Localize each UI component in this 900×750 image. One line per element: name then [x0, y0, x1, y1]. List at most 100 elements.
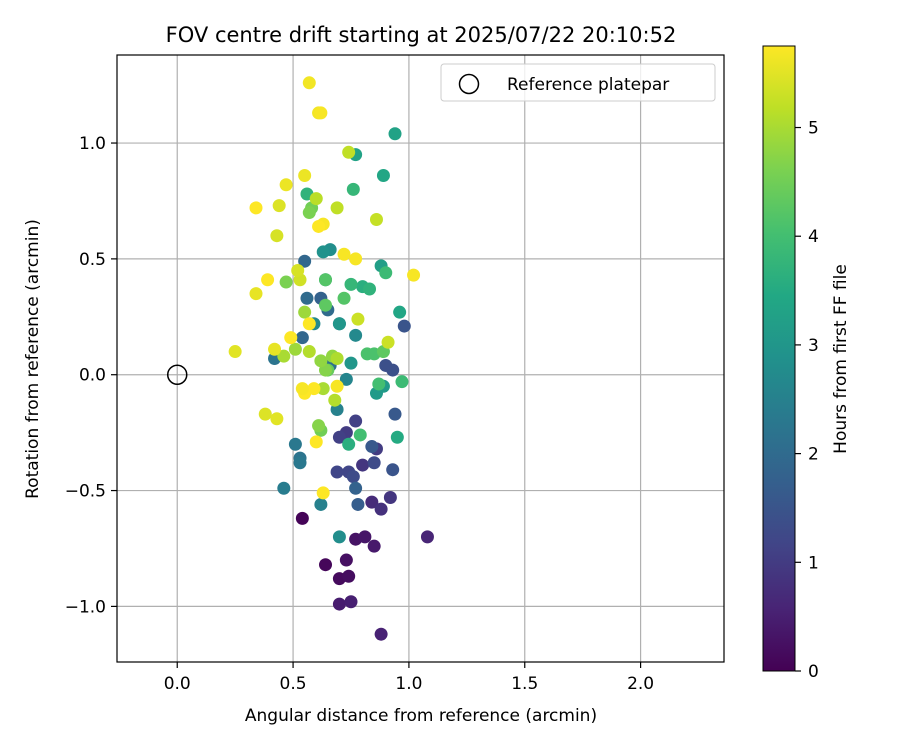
scatter-point [390, 430, 404, 444]
reference-marker [166, 364, 188, 385]
legend-label: Reference platepar [507, 75, 669, 95]
scatter-point [316, 486, 330, 500]
scatter-point [346, 470, 360, 484]
scatter-point [349, 252, 363, 266]
scatter-point [397, 319, 411, 333]
scatter-point [309, 435, 323, 449]
scatter-point [312, 219, 326, 233]
scatter-point [346, 182, 360, 196]
scatter-point [288, 437, 302, 451]
scatter-point [332, 530, 346, 544]
scatter-point [249, 287, 263, 301]
scatter-point [272, 199, 286, 213]
scatter-point [312, 419, 326, 433]
scatter-point [314, 106, 328, 120]
colorbar-ticks: 0 1 2 3 4 5 [795, 119, 819, 682]
scatter-point [395, 375, 409, 389]
scatter-point [337, 247, 351, 261]
scatter-point [298, 168, 312, 182]
colorbar-tick-label: 3 [808, 336, 819, 356]
scatter-point [349, 414, 363, 428]
scatter-point [353, 428, 367, 442]
scatter-point [314, 354, 328, 368]
scatter-point [420, 530, 434, 544]
scatter-point [363, 282, 377, 296]
y-axis-ticks: −1.0 −0.5 0.0 0.5 1.0 [65, 134, 117, 617]
scatter-point [332, 317, 346, 331]
scatter-point [374, 627, 388, 641]
scatter-point [328, 393, 342, 407]
scatter-point [393, 305, 407, 319]
scatter-point [372, 377, 386, 391]
scatter-point [314, 497, 328, 511]
scatter-point [332, 597, 346, 611]
scatter-point [365, 495, 379, 509]
scatter-point [374, 502, 388, 516]
scatter-point [367, 456, 381, 470]
scatter-point [369, 212, 383, 226]
scatter-point [277, 481, 291, 495]
scatter-point [339, 553, 353, 567]
y-tick-label: 0.5 [79, 250, 106, 270]
scatter-point [339, 372, 353, 386]
scatter-point [316, 382, 330, 396]
scatter-point [349, 481, 363, 495]
scatter-point [291, 263, 305, 277]
scatter-point [270, 412, 284, 426]
colorbar-tick-label: 2 [808, 445, 819, 465]
y-axis-label: Rotation from reference (arcmin) [23, 219, 43, 499]
scatter-point [279, 275, 293, 289]
colorbar-tick-label: 0 [808, 662, 819, 682]
scatter-point [295, 382, 309, 396]
scatter-point [388, 407, 402, 421]
scatter-point [258, 407, 272, 421]
scatter-point [388, 127, 402, 141]
scatter-point [288, 342, 302, 356]
scatter-point [358, 530, 372, 544]
chart-title: FOV centre drift starting at 2025/07/22 … [166, 23, 677, 47]
scatter-point [379, 266, 393, 280]
scatter-point [349, 328, 363, 342]
colorbar-tick-label: 1 [808, 553, 819, 573]
scatter-point [330, 465, 344, 479]
scatter-point [344, 277, 358, 291]
scatter-point [302, 317, 316, 331]
scatter-point [351, 312, 365, 326]
scatter-point [342, 437, 356, 451]
scatter-point [261, 273, 275, 287]
y-tick-label: −1.0 [65, 597, 106, 617]
scatter-point [332, 430, 346, 444]
scatter-points [228, 76, 434, 641]
scatter-point [279, 178, 293, 192]
colorbar-tick-label: 5 [808, 119, 819, 139]
x-tick-label: 0.0 [164, 674, 191, 694]
scatter-point [367, 539, 381, 553]
scatter-point [268, 342, 282, 356]
colorbar-tick-label: 4 [808, 227, 819, 247]
scatter-point [309, 192, 323, 206]
scatter-point [302, 76, 316, 90]
scatter-point [270, 229, 284, 243]
scatter-point [302, 345, 316, 359]
scatter-point [319, 273, 333, 287]
scatter-point [249, 201, 263, 215]
legend: Reference platepar [440, 63, 716, 102]
y-tick-label: 1.0 [79, 134, 106, 154]
scatter-point [342, 569, 356, 583]
scatter-point [342, 145, 356, 159]
scatter-point [300, 291, 314, 305]
scatter-point [295, 511, 309, 525]
scatter-point [407, 268, 421, 282]
x-tick-label: 0.5 [280, 674, 307, 694]
scatter-point [298, 305, 312, 319]
colorbar-label: Hours from first FF file [831, 264, 851, 454]
x-axis-ticks: 0.0 0.5 1.0 1.5 2.0 [164, 662, 654, 694]
scatter-point [330, 379, 344, 393]
reference-point [166, 364, 188, 385]
scatter-point [344, 595, 358, 609]
scatter-point [277, 349, 291, 363]
scatter-point [284, 331, 298, 345]
scatter-point [295, 331, 309, 345]
scatter-point [383, 491, 397, 505]
